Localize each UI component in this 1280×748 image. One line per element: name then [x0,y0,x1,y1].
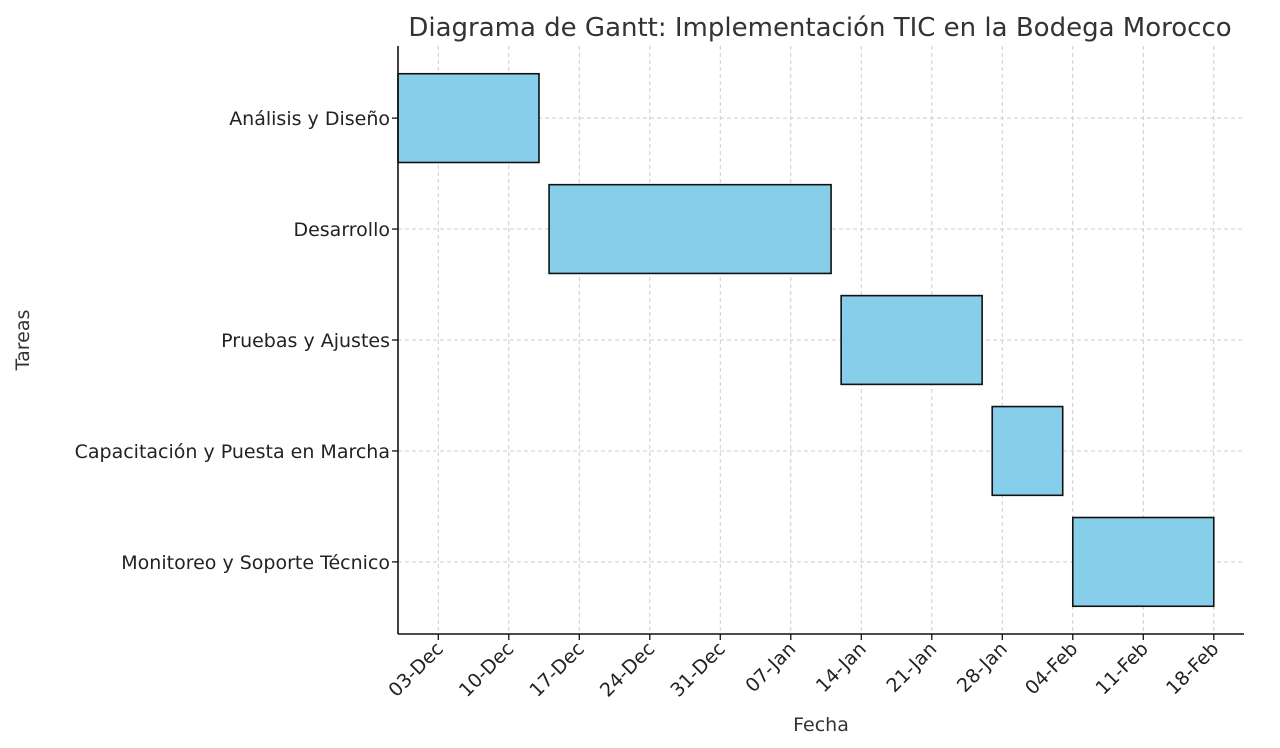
chart-title: Diagrama de Gantt: Implementación TIC en… [408,13,1231,43]
x-tick-layer: 03-Dec 10-Dec 17-Dec 24-Dec 31-Dec 07-Jan 14-J… [384,634,1223,701]
x-tick-label: 11-Feb [1092,638,1153,699]
task-bar [840,294,983,386]
x-tick-label: 14-Jan [812,638,871,697]
y-tick-layer: Análisis y Diseño Desarrollo Pruebas y Aju… [75,108,398,574]
y-tick-label: Capacitación y Puesta en Marcha [75,441,390,463]
y-tick-label: Desarrollo [293,219,390,241]
x-tick-label: 24-Dec [596,638,660,702]
y-tick-label: Análisis y Diseño [229,108,390,130]
y-tick-label: Monitoreo y Soporte Técnico [121,552,390,574]
x-tick-label: 28-Jan [953,638,1012,697]
y-axis-label: Tareas [12,310,34,372]
x-tick-label: 31-Dec [666,638,730,702]
y-tick-label: Pruebas y Ajustes [221,330,390,352]
task-bar [1071,516,1215,608]
x-tick-label: 07-Jan [741,638,800,697]
x-tick-label: 03-Dec [384,638,448,702]
bar-layer [397,72,1215,608]
x-tick-label: 18-Feb [1162,638,1223,699]
task-bar [991,405,1064,497]
x-tick-label: 17-Dec [525,638,589,702]
x-tick-label: 04-Feb [1021,638,1082,699]
x-tick-label: 10-Dec [455,638,519,702]
x-axis-label: Fecha [793,714,849,736]
x-tick-label: 21-Jan [882,638,941,697]
task-bar [548,183,832,275]
task-bar [397,72,540,164]
